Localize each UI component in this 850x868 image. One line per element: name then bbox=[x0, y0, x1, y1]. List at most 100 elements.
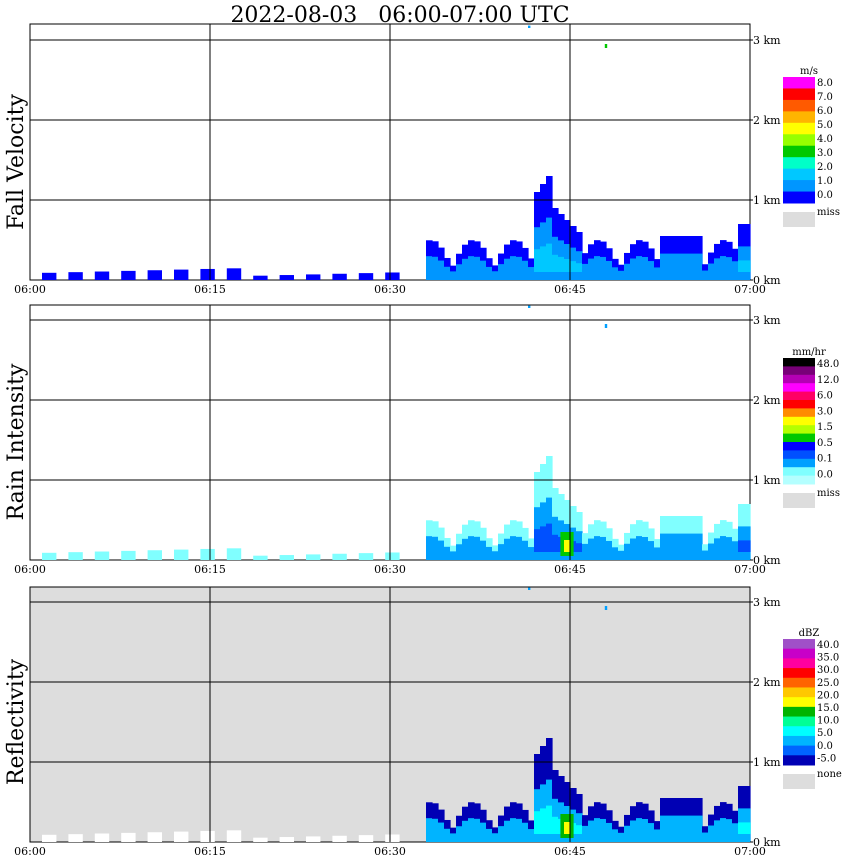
echo-cell bbox=[564, 822, 570, 834]
echo-cell bbox=[606, 540, 613, 560]
echo-cell bbox=[534, 811, 541, 834]
echo-cell bbox=[738, 260, 745, 272]
echo-cell bbox=[504, 820, 511, 842]
echo-cell bbox=[121, 550, 136, 560]
y-tick-label: 0 km bbox=[753, 836, 781, 849]
colorbar-swatch bbox=[783, 639, 815, 650]
colorbar-unit: dBZ bbox=[799, 628, 820, 639]
echo-cell bbox=[660, 815, 667, 842]
echo-cell bbox=[630, 820, 637, 842]
echo-cell bbox=[564, 540, 570, 552]
echo-cell bbox=[522, 540, 529, 560]
echo-cell bbox=[253, 837, 268, 842]
echo-cell bbox=[612, 547, 619, 560]
colorbar-label: 5.0 bbox=[817, 120, 833, 131]
panel-label-rain-intensity: Rain Intensity bbox=[4, 363, 29, 520]
echo-cell bbox=[121, 832, 136, 842]
echo-cell bbox=[690, 815, 697, 842]
echo-cell bbox=[708, 263, 715, 280]
colorbar-swatch bbox=[783, 180, 815, 193]
echo-cell bbox=[174, 831, 189, 842]
echo-cell bbox=[432, 818, 439, 842]
echo-cell bbox=[42, 834, 57, 842]
echo-cell bbox=[498, 826, 505, 842]
echo-cell bbox=[68, 552, 83, 560]
x-tick-label: 06:30 bbox=[374, 845, 406, 858]
colorbar-swatch bbox=[783, 168, 815, 181]
echo-cell bbox=[510, 536, 517, 560]
echo-cell bbox=[450, 551, 457, 560]
colorbar-label: 8.0 bbox=[817, 78, 833, 89]
echo-cell bbox=[510, 818, 517, 842]
echo-cell bbox=[174, 269, 189, 280]
echo-cell bbox=[552, 254, 559, 272]
echo-cell bbox=[468, 536, 475, 560]
x-tick-label: 06:45 bbox=[554, 845, 586, 858]
echo-cell bbox=[738, 822, 745, 834]
colorbar-label: 1.5 bbox=[817, 422, 833, 433]
echo-cell bbox=[744, 540, 751, 552]
echo-cell bbox=[744, 822, 751, 834]
colorbar-label: 6.0 bbox=[817, 106, 833, 117]
echo-cell bbox=[624, 263, 631, 280]
echo-cell bbox=[432, 536, 439, 560]
colorbar-swatch bbox=[783, 366, 815, 376]
echo-cell bbox=[642, 537, 649, 560]
colorbar-miss-label: none bbox=[817, 769, 842, 780]
echo-cell bbox=[528, 829, 535, 842]
echo-cell bbox=[624, 543, 631, 560]
colorbar-swatch bbox=[783, 88, 815, 101]
colorbar-label: 35.0 bbox=[817, 653, 839, 664]
echo-cell bbox=[546, 243, 553, 272]
colorbar-label: 0.0 bbox=[817, 469, 833, 480]
colorbar-swatch bbox=[783, 467, 815, 477]
x-tick-label: 06:30 bbox=[374, 563, 406, 576]
echo-cell bbox=[480, 540, 487, 560]
echo-cell bbox=[426, 818, 433, 842]
echo-cell bbox=[486, 546, 493, 560]
echo-cell bbox=[426, 256, 433, 280]
y-tick-label: 0 km bbox=[753, 274, 781, 287]
echo-cell bbox=[200, 830, 215, 842]
colorbar-swatch bbox=[783, 735, 815, 747]
echo-cell bbox=[147, 550, 162, 560]
echo-cell bbox=[720, 818, 727, 842]
y-tick-label: 1 km bbox=[753, 474, 781, 487]
panel-reflectivity: Reflectivity 06:00 06:15 06:30 06:45 07:00 0… bbox=[4, 586, 842, 858]
colorbar-swatch bbox=[783, 433, 815, 443]
echo-cell bbox=[358, 553, 374, 560]
colorbar-swatch bbox=[783, 416, 815, 426]
echo-cell bbox=[690, 533, 697, 560]
echo-cell bbox=[68, 272, 83, 280]
echo-cell bbox=[726, 257, 733, 280]
echo-cell bbox=[279, 275, 294, 280]
echo-cell bbox=[226, 548, 242, 560]
echo-cell bbox=[456, 826, 463, 842]
echo-cell bbox=[582, 263, 589, 280]
echo-cell bbox=[618, 550, 625, 560]
colorbar-label: 40.0 bbox=[817, 640, 839, 651]
y-tick-label: 1 km bbox=[753, 194, 781, 207]
y-tick-label: 2 km bbox=[753, 114, 781, 127]
echo-cell bbox=[618, 270, 625, 280]
echo-cell bbox=[498, 544, 505, 560]
y-tick-label: 2 km bbox=[753, 676, 781, 689]
echo-cell bbox=[546, 523, 553, 552]
echo-cell bbox=[516, 818, 523, 842]
echo-cell bbox=[648, 541, 655, 560]
colorbar-label: 0.5 bbox=[817, 438, 833, 449]
colorbar-swatch bbox=[783, 677, 815, 688]
x-tick-label: 06:00 bbox=[14, 563, 46, 576]
echo-cell bbox=[552, 816, 559, 834]
echo-cell bbox=[480, 822, 487, 842]
colorbar-swatch bbox=[783, 157, 815, 170]
echo-cell bbox=[612, 829, 619, 842]
colorbar-label: 12.0 bbox=[817, 375, 839, 386]
panel-label-fall-velocity: Fall Velocity bbox=[4, 94, 29, 230]
echo-cell bbox=[726, 537, 733, 560]
panel-fall-velocity: Fall Velocity 06:00 06:15 06:30 06:45 07:00 … bbox=[4, 23, 840, 296]
echo-cell bbox=[226, 830, 242, 842]
colorbar-swatch bbox=[783, 658, 815, 669]
colorbar-unit: mm/hr bbox=[792, 347, 826, 358]
